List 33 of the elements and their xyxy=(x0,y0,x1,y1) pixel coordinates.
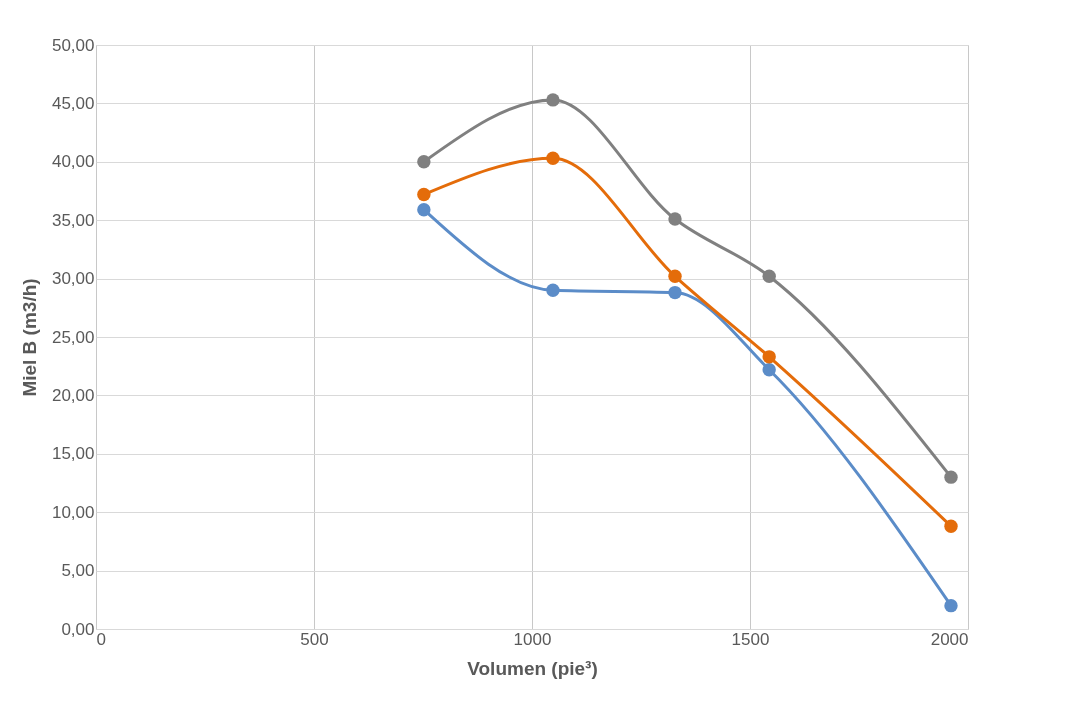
y-tick-label: 40,00 xyxy=(51,152,95,172)
point xyxy=(417,202,431,217)
y-tick-label: 30,00 xyxy=(51,269,95,289)
point xyxy=(944,598,958,613)
y-tick-label: 5,00 xyxy=(61,561,95,581)
x-tick-label: 2000 xyxy=(930,629,969,649)
x-tick-label: 1000 xyxy=(513,629,552,649)
point xyxy=(546,93,560,107)
x-tick-label: 1500 xyxy=(731,629,770,649)
y-tick-label: 20,00 xyxy=(51,385,95,405)
y-tick-label: 25,00 xyxy=(51,327,95,347)
y-tick-label: 10,00 xyxy=(51,502,95,522)
x-tick-label: 500 xyxy=(300,629,329,649)
point xyxy=(944,519,958,533)
y-tick-label: 50,00 xyxy=(51,35,95,55)
y-axis-title: Miel B (m3/h) xyxy=(18,278,40,397)
point xyxy=(546,283,560,297)
y-tick-label: 15,00 xyxy=(51,444,95,464)
y-tick-label: 0,00 xyxy=(61,619,95,639)
x-axis-title: Volumen (pie³) xyxy=(467,657,598,679)
point xyxy=(546,151,560,165)
point xyxy=(762,269,776,283)
point xyxy=(668,212,682,226)
x-tick-label: 0 xyxy=(96,629,106,649)
point xyxy=(417,187,431,202)
point xyxy=(762,350,776,364)
y-tick-label: 45,00 xyxy=(51,93,95,113)
point xyxy=(668,269,682,283)
y-tick-label: 35,00 xyxy=(51,210,95,230)
point xyxy=(944,470,958,484)
point xyxy=(417,155,431,169)
point xyxy=(762,363,776,377)
point xyxy=(668,285,682,300)
